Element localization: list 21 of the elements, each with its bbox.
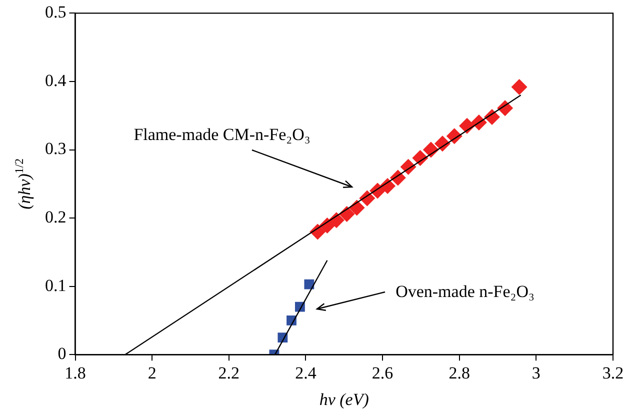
- point: [304, 279, 314, 290]
- annotation: Flame-made CM-n-Fe₂O₃: [134, 125, 310, 144]
- x-tick-label: 2: [148, 363, 156, 382]
- y-tick-label: 0.3: [45, 139, 66, 158]
- y-tick-label: 0.1: [45, 276, 66, 295]
- x-tick-label: 2.2: [218, 363, 240, 382]
- x-tick-label: 1.8: [64, 363, 86, 382]
- y-tick-label: 0.5: [45, 2, 66, 22]
- annotation: Oven-made n-Fe₂O₃: [396, 282, 534, 301]
- point: [348, 200, 365, 216]
- x-tick-label: 2.4: [295, 363, 317, 382]
- y-axis-title: (ηhν)1/2: [12, 158, 34, 210]
- y-tick-label: 0.4: [45, 70, 67, 90]
- x-tick-label: 2.8: [448, 363, 470, 382]
- y-tick-label: 0: [58, 344, 66, 364]
- x-tick-label: 2.6: [372, 363, 394, 382]
- x-tick-label: 3: [532, 363, 540, 382]
- x-tick-label: 3.2: [602, 363, 624, 382]
- y-tick-label: 0.2: [45, 208, 66, 227]
- point: [511, 78, 528, 95]
- x-axis-title: hν (eV): [319, 390, 370, 409]
